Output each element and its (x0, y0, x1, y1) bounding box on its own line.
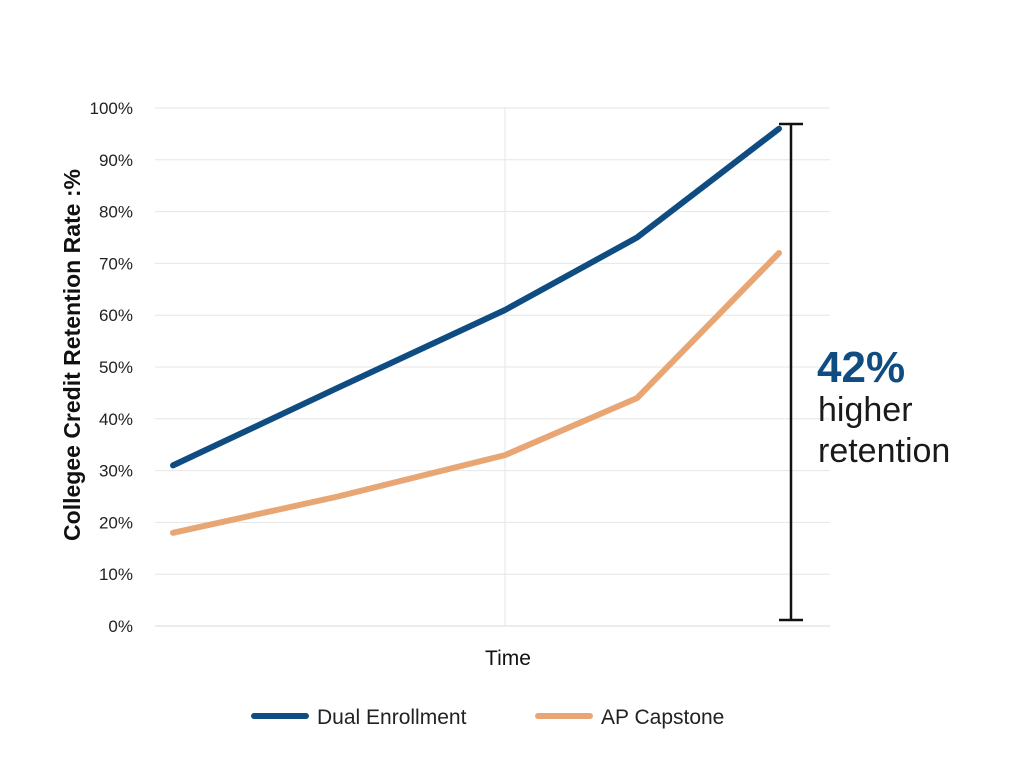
y-axis-ticks: 0% 10% 20% 30% 40% 50% 60% 70% 80% 90% 100% (90, 99, 133, 636)
series-line-dual-enrollment (170, 125, 782, 469)
y-tick-label: 100% (90, 99, 133, 118)
y-tick-label: 60% (99, 306, 133, 325)
callout-text-line-2: retention (818, 432, 950, 470)
series-line-ap-capstone (170, 250, 782, 536)
y-tick-label: 20% (99, 513, 133, 532)
y-tick-label: 30% (99, 462, 133, 481)
y-tick-label: 40% (99, 410, 133, 429)
y-tick-label: 0% (108, 617, 133, 636)
x-axis-label: Time (485, 647, 531, 670)
grid-lines (155, 107, 830, 627)
retention-gap-bracket (779, 122, 803, 622)
callout-text-line-1: higher (818, 391, 913, 429)
legend: Dual Enrollment AP Capstone (251, 706, 724, 729)
y-tick-label: 50% (99, 358, 133, 377)
y-tick-label: 90% (99, 151, 133, 170)
y-tick-label: 80% (99, 203, 133, 222)
series-lines (170, 125, 782, 536)
y-tick-label: 10% (99, 565, 133, 584)
callout-value: 42% (817, 343, 905, 392)
y-tick-label: 70% (99, 254, 133, 273)
y-axis-label: Collegee Credit Retention Rate :% (59, 169, 85, 541)
legend-label-dual-enrollment: Dual Enrollment (317, 706, 467, 729)
legend-label-ap-capstone: AP Capstone (601, 706, 724, 729)
